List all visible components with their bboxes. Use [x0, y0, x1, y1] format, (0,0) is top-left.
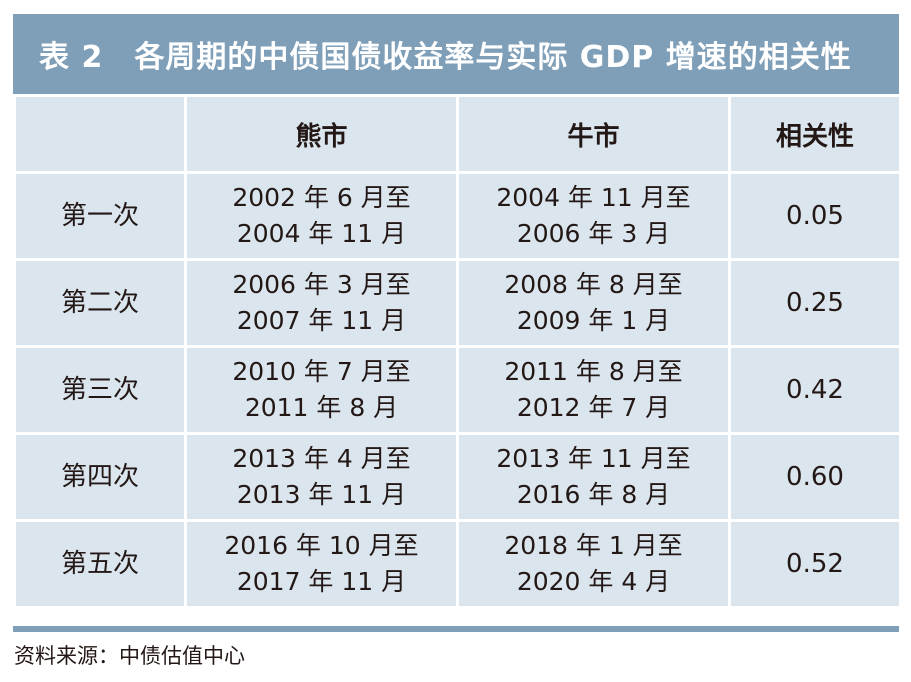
source-note: 资料来源：中债估值中心 [14, 644, 245, 668]
bull-period-cell: 2018 年 1 月至 2020 年 4 月 [456, 519, 731, 609]
bull-period-cell: 2004 年 11 月至 2006 年 3 月 [456, 171, 731, 261]
table-row: 第四次 2013 年 4 月至 2013 年 11 月 2013 年 11 月至… [13, 432, 902, 522]
period-end: 2013 年 11 月 [236, 480, 407, 509]
period-end: 2012 年 7 月 [516, 393, 671, 422]
table-bottom-rule [13, 626, 899, 632]
bull-period-cell: 2008 年 8 月至 2009 年 1 月 [456, 258, 731, 348]
period-end: 2004 年 11 月 [236, 219, 407, 248]
period-end: 2009 年 1 月 [516, 306, 671, 335]
period-start: 2008 年 8 月至 [504, 270, 683, 299]
period-end: 2020 年 4 月 [516, 567, 671, 596]
correlation-cell: 0.52 [728, 519, 902, 609]
row-label: 第二次 [13, 258, 187, 348]
table-row: 第二次 2006 年 3 月至 2007 年 11 月 2008 年 8 月至 … [13, 258, 902, 348]
table-row: 第五次 2016 年 10 月至 2017 年 11 月 2018 年 1 月至… [13, 519, 902, 609]
header-cell-bull: 牛市 [456, 94, 731, 174]
table-row: 第一次 2002 年 6 月至 2004 年 11 月 2004 年 11 月至… [13, 171, 902, 261]
correlation-cell: 0.60 [728, 432, 902, 522]
table-row: 第三次 2010 年 7 月至 2011 年 8 月 2011 年 8 月至 2… [13, 345, 902, 435]
correlation-cell: 0.42 [728, 345, 902, 435]
header-cell-empty [13, 94, 187, 174]
period-start: 2016 年 10 月至 [224, 531, 419, 560]
bear-period-cell: 2002 年 6 月至 2004 年 11 月 [184, 171, 459, 261]
bull-period-cell: 2013 年 11 月至 2016 年 8 月 [456, 432, 731, 522]
header-cell-bear: 熊市 [184, 94, 459, 174]
table-title-bar: 表 2 各周期的中债国债收益率与实际 GDP 增速的相关性 [13, 14, 899, 94]
period-end: 2006 年 3 月 [516, 219, 671, 248]
correlation-cell: 0.05 [728, 171, 902, 261]
period-end: 2017 年 11 月 [236, 567, 407, 596]
period-start: 2011 年 8 月至 [504, 357, 683, 386]
row-label: 第一次 [13, 171, 187, 261]
row-label: 第三次 [13, 345, 187, 435]
row-label: 第五次 [13, 519, 187, 609]
header-cell-correlation: 相关性 [728, 94, 902, 174]
bear-period-cell: 2016 年 10 月至 2017 年 11 月 [184, 519, 459, 609]
table-title: 表 2 各周期的中债国债收益率与实际 GDP 增速的相关性 [39, 40, 852, 75]
period-end: 2016 年 8 月 [516, 480, 671, 509]
period-start: 2010 年 7 月至 [232, 357, 411, 386]
period-start: 2002 年 6 月至 [232, 183, 411, 212]
correlation-cell: 0.25 [728, 258, 902, 348]
period-start: 2004 年 11 月至 [496, 183, 691, 212]
bear-period-cell: 2006 年 3 月至 2007 年 11 月 [184, 258, 459, 348]
data-table: 熊市 牛市 相关性 第一次 2002 年 6 月至 2004 年 11 月 20… [13, 94, 902, 609]
period-start: 2006 年 3 月至 [232, 270, 411, 299]
row-label: 第四次 [13, 432, 187, 522]
period-end: 2007 年 11 月 [236, 306, 407, 335]
bear-period-cell: 2010 年 7 月至 2011 年 8 月 [184, 345, 459, 435]
period-start: 2018 年 1 月至 [504, 531, 683, 560]
bull-period-cell: 2011 年 8 月至 2012 年 7 月 [456, 345, 731, 435]
table-header-row: 熊市 牛市 相关性 [13, 94, 902, 174]
period-start: 2013 年 11 月至 [496, 444, 691, 473]
period-end: 2011 年 8 月 [244, 393, 399, 422]
bear-period-cell: 2013 年 4 月至 2013 年 11 月 [184, 432, 459, 522]
period-start: 2013 年 4 月至 [232, 444, 411, 473]
